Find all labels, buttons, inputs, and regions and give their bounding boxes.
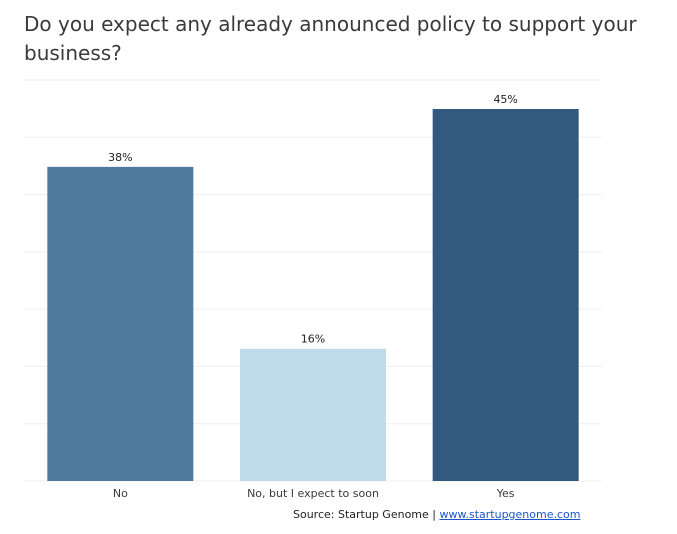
source-line: Source: Startup Genome | www.startupgeno… xyxy=(293,508,580,521)
category-label-2: No, but I expect to soon xyxy=(247,487,379,500)
category-label-1: No xyxy=(113,487,128,500)
source-text: Source: Startup Genome xyxy=(293,508,429,521)
chart-title: Do you expect any already announced poli… xyxy=(24,12,637,65)
source-link[interactable]: www.startupgenome.com xyxy=(439,508,581,521)
bar-3 xyxy=(432,109,579,481)
bar-1 xyxy=(47,166,194,481)
bars xyxy=(47,109,579,481)
bar-2 xyxy=(240,348,386,481)
value-label-2: 16% xyxy=(301,333,325,346)
category-labels: No No, but I expect to soon Yes xyxy=(113,487,515,500)
value-label-1: 38% xyxy=(108,151,132,164)
value-label-3: 45% xyxy=(493,93,517,106)
value-labels: 38% 16% 45% xyxy=(108,93,518,346)
source-separator: | xyxy=(432,508,436,521)
category-label-3: Yes xyxy=(496,487,515,500)
